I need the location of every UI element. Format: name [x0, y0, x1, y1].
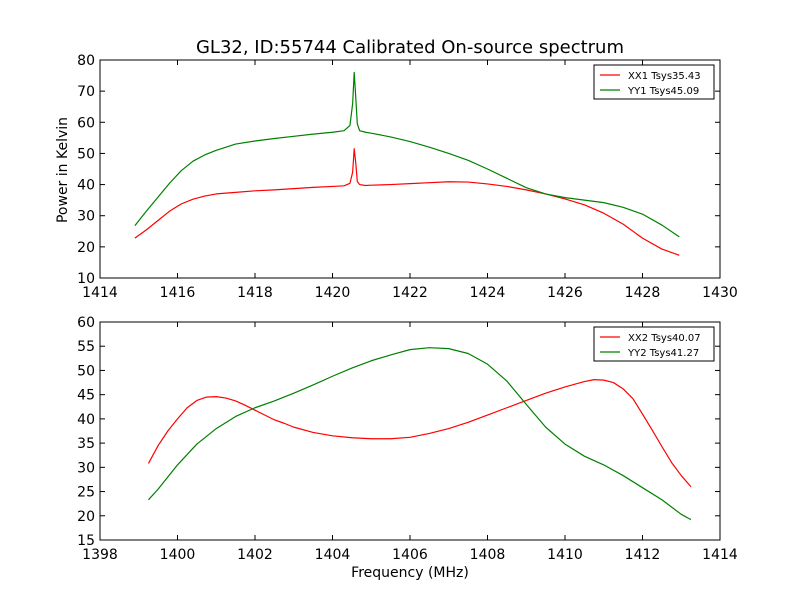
x-tick-label: 1398 — [82, 547, 118, 563]
legend-box — [593, 326, 715, 362]
x-tick-label: 1414 — [82, 285, 118, 301]
x-tick-label: 1416 — [160, 285, 196, 301]
y-tick-label: 60 — [77, 115, 95, 131]
legend-label: XX2 Tsys40.07 — [628, 333, 701, 344]
y-tick-label: 20 — [77, 240, 95, 256]
x-tick-label: 1424 — [470, 285, 506, 301]
y-tick-label: 20 — [77, 509, 95, 525]
top-plot: 1414 1416 1418 1420 1422 1424 1426 1428 1430 10 20… — [77, 53, 738, 301]
y-tick-label: 55 — [77, 339, 95, 355]
y-tick-label: 80 — [77, 53, 95, 69]
y-tick-label: 40 — [77, 178, 95, 194]
x-tick-label: 1404 — [315, 547, 351, 563]
x-axis-label: Frequency (MHz) — [351, 565, 469, 581]
figure-title: GL32, ID:55744 Calibrated On-source spec… — [196, 37, 624, 58]
y-tick-label: 25 — [77, 485, 95, 501]
bottom-plot: 1398 1400 1402 1404 1406 1408 1410 1412 1414 15 20… — [77, 315, 738, 563]
x-tick-label: 1422 — [392, 285, 428, 301]
x-tick-label: 1420 — [315, 285, 351, 301]
legend-label: XX1 Tsys35.43 — [628, 71, 701, 82]
y-tick-label: 60 — [77, 315, 95, 331]
series-line-1 — [147, 379, 692, 488]
y-tick-label: 35 — [77, 436, 95, 452]
x-tick-label: 1430 — [702, 285, 738, 301]
y-tick-label: 50 — [77, 363, 95, 379]
x-tick-label: 1402 — [237, 547, 273, 563]
y-tick-label: 10 — [77, 271, 95, 287]
y-tick-label: 70 — [77, 84, 95, 100]
legend: XX2 Tsys40.07 YY2 Tsys41.27 — [593, 326, 715, 362]
y-tick-label: 30 — [77, 209, 95, 225]
x-tick-label: 1410 — [547, 547, 583, 563]
y-axis-label: Power in Kelvin — [55, 117, 71, 223]
y-tick-label: 30 — [77, 460, 95, 476]
x-tick-label: 1412 — [625, 547, 661, 563]
legend-box — [593, 64, 715, 100]
y-tick-label: 45 — [77, 388, 95, 404]
x-tick-label: 1408 — [470, 547, 506, 563]
x-tick-label: 1418 — [237, 285, 273, 301]
y-tick-label: 40 — [77, 412, 95, 428]
legend: XX1 Tsys35.43 YY1 Tsys45.09 — [593, 64, 715, 100]
x-tick-label: 1428 — [625, 285, 661, 301]
x-tick-label: 1406 — [392, 547, 428, 563]
series-line-2 — [134, 71, 680, 238]
y-tick-label: 50 — [77, 146, 95, 162]
y-tick-label: 15 — [77, 533, 95, 549]
x-tick-label: 1426 — [547, 285, 583, 301]
legend-label: YY1 Tsys45.09 — [627, 86, 699, 97]
series-line-2 — [147, 347, 692, 521]
x-tick-label: 1400 — [160, 547, 196, 563]
series-line-1 — [134, 148, 680, 256]
legend-label: YY2 Tsys41.27 — [627, 348, 699, 359]
x-tick-label: 1414 — [702, 547, 738, 563]
